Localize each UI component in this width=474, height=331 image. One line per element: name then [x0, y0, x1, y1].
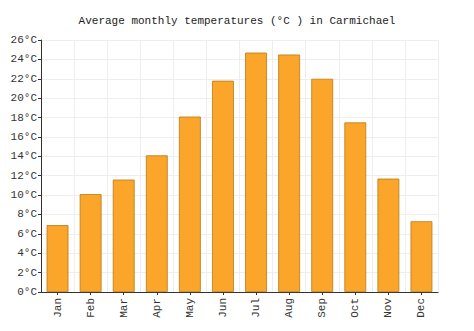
- svg-text:Jan: Jan: [52, 298, 64, 318]
- svg-text:14°C: 14°C: [11, 150, 38, 162]
- svg-text:Jul: Jul: [250, 298, 262, 318]
- svg-text:Dec: Dec: [415, 298, 427, 318]
- svg-text:Aug: Aug: [283, 298, 295, 318]
- svg-text:Oct: Oct: [349, 298, 361, 318]
- svg-text:May: May: [184, 298, 196, 318]
- svg-text:10°C: 10°C: [11, 189, 38, 201]
- svg-text:Jun: Jun: [217, 298, 229, 318]
- svg-text:4°C: 4°C: [17, 247, 37, 259]
- svg-text:0°C: 0°C: [17, 286, 37, 298]
- svg-text:Average monthly temperatures (: Average monthly temperatures (°C ) in Ca…: [79, 15, 396, 27]
- svg-text:26°C: 26°C: [11, 34, 38, 46]
- svg-text:2°C: 2°C: [17, 267, 37, 279]
- svg-text:20°C: 20°C: [11, 92, 38, 104]
- svg-text:Sep: Sep: [316, 298, 328, 318]
- svg-text:8°C: 8°C: [17, 208, 37, 220]
- svg-text:Nov: Nov: [382, 298, 394, 318]
- svg-text:12°C: 12°C: [11, 170, 38, 182]
- svg-text:6°C: 6°C: [17, 228, 37, 240]
- svg-text:22°C: 22°C: [11, 73, 38, 85]
- svg-text:Mar: Mar: [118, 298, 130, 318]
- svg-text:24°C: 24°C: [11, 53, 38, 65]
- svg-text:16°C: 16°C: [11, 131, 38, 143]
- svg-text:Feb: Feb: [85, 298, 97, 318]
- svg-text:Apr: Apr: [151, 298, 163, 318]
- svg-text:18°C: 18°C: [11, 112, 38, 124]
